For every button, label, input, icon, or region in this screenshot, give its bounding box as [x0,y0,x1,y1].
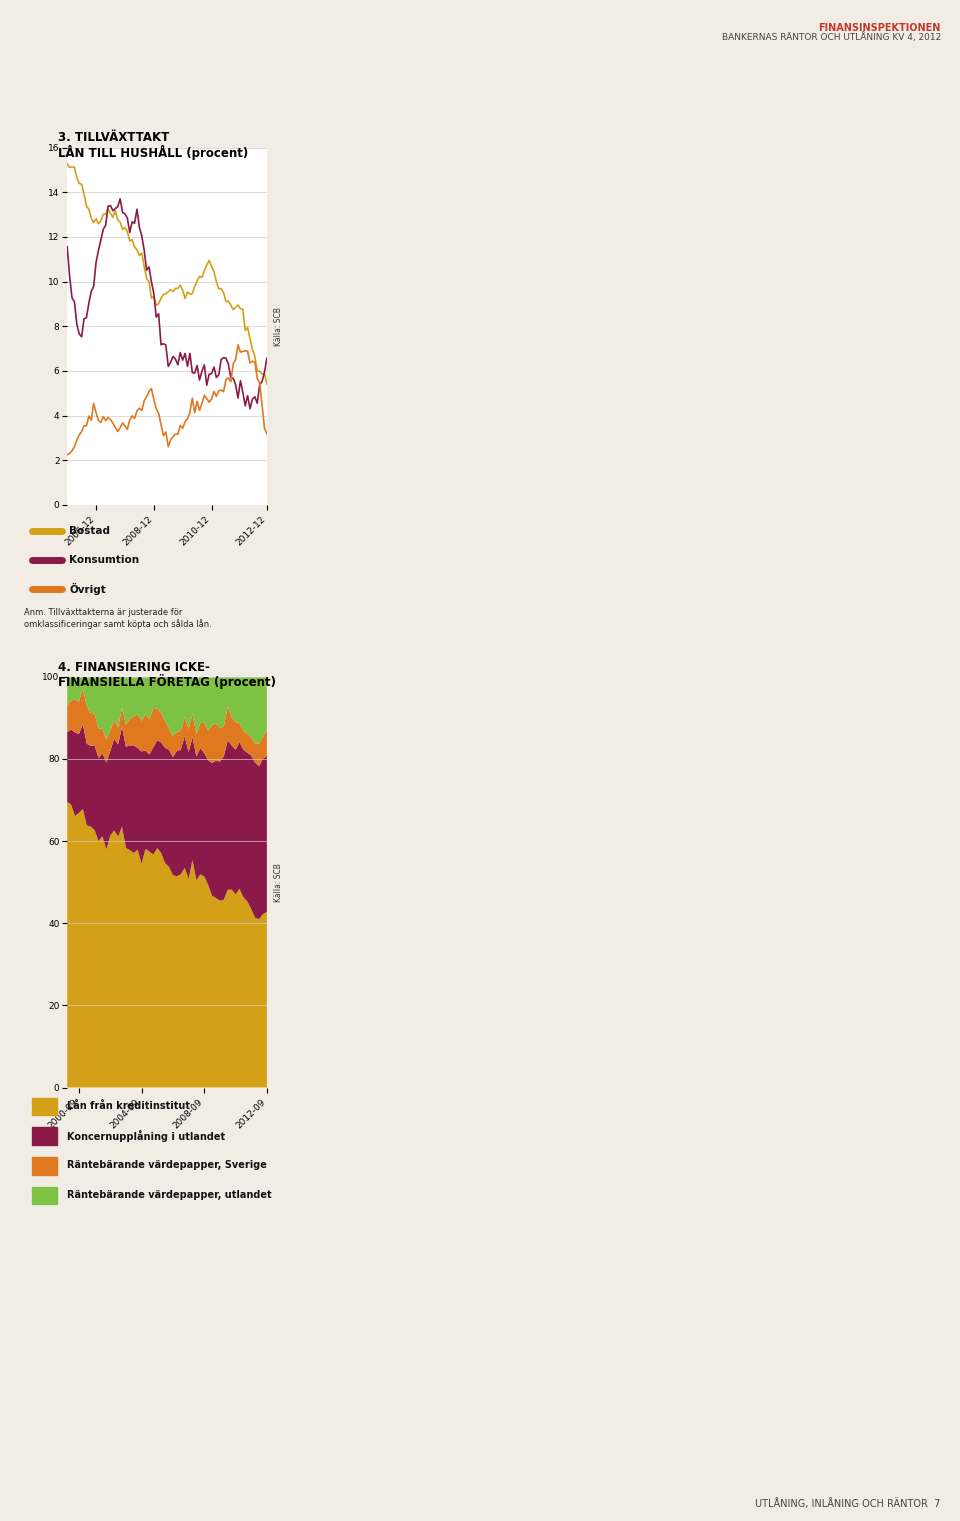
FancyBboxPatch shape [32,1098,57,1115]
Text: Räntebärande värdepapper, Sverige: Räntebärande värdepapper, Sverige [67,1161,267,1170]
Text: BANKERNAS RÄNTOR OCH UTLÅNING KV 4, 2012: BANKERNAS RÄNTOR OCH UTLÅNING KV 4, 2012 [722,32,941,41]
Text: FINANSINSPEKTIONEN: FINANSINSPEKTIONEN [819,23,941,33]
Text: Konsumtion: Konsumtion [69,555,139,564]
Text: Räntebärande värdepapper, utlandet: Räntebärande värdepapper, utlandet [67,1189,272,1200]
Text: Lån från kreditinstitut: Lån från kreditinstitut [67,1101,190,1110]
Text: 3. TILLVÄXTTAKT: 3. TILLVÄXTTAKT [58,131,169,144]
Text: Anm. Tillväxttakterna är justerade för
omklassificeringar samt köpta och sålda l: Anm. Tillväxttakterna är justerade för o… [24,608,212,628]
FancyBboxPatch shape [32,1157,57,1174]
Text: Koncernupplåning i utlandet: Koncernupplåning i utlandet [67,1130,225,1142]
Text: UTLÅNING, INLÅNING OCH RÄNTOR  7: UTLÅNING, INLÅNING OCH RÄNTOR 7 [756,1498,941,1509]
Text: Källa: SCB: Källa: SCB [274,862,283,902]
Text: LÅN TILL HUSHÅLL (procent): LÅN TILL HUSHÅLL (procent) [58,144,248,160]
Text: 4. FINANSIERING ICKE-: 4. FINANSIERING ICKE- [58,660,209,674]
Text: Bostad: Bostad [69,526,110,535]
FancyBboxPatch shape [32,1186,57,1205]
Text: Källa: SCB: Källa: SCB [274,307,283,345]
Text: Övrigt: Övrigt [69,583,107,595]
FancyBboxPatch shape [32,1127,57,1145]
Text: FINANSIELLA FÖRETAG (procent): FINANSIELLA FÖRETAG (procent) [58,674,276,689]
